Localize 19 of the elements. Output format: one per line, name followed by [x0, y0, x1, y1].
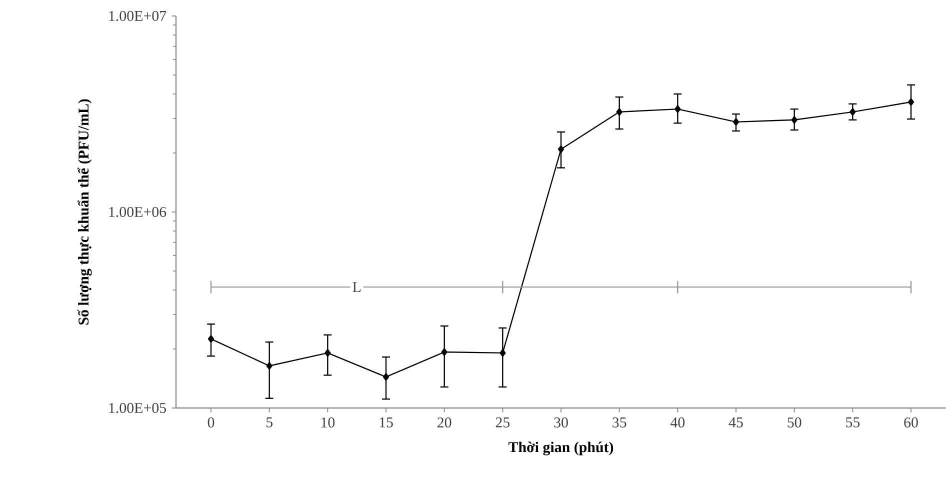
x-tick-label: 50 [788, 417, 802, 428]
x-tick-label: 25 [496, 417, 510, 428]
x-tick-label: 45 [728, 417, 743, 428]
x-tick-label: 5 [266, 417, 272, 428]
x-tick-label: 35 [612, 417, 626, 428]
x-tick-label: 10 [322, 417, 335, 428]
x-axis-title: Thời gian (phút) [508, 442, 614, 456]
x-tick-label: 0 [208, 417, 214, 428]
y-tick-label: 1.00E+05 [109, 402, 166, 414]
x-tick-label: 40 [670, 417, 685, 428]
x-tick-label: 55 [846, 417, 860, 428]
x-tick-label: 15 [380, 417, 393, 428]
x-tick-label: 30 [554, 417, 568, 428]
y-tick-label: 1.00E+06 [109, 206, 166, 218]
y-axis-title: Số lượng thực khuẩn thể (PFU/mL) [78, 99, 92, 325]
x-tick-label: 60 [904, 417, 918, 428]
y-tick-label: 1.00E+07 [109, 10, 166, 22]
x-tick-label: 20 [438, 417, 452, 428]
annotation: L [352, 282, 361, 292]
